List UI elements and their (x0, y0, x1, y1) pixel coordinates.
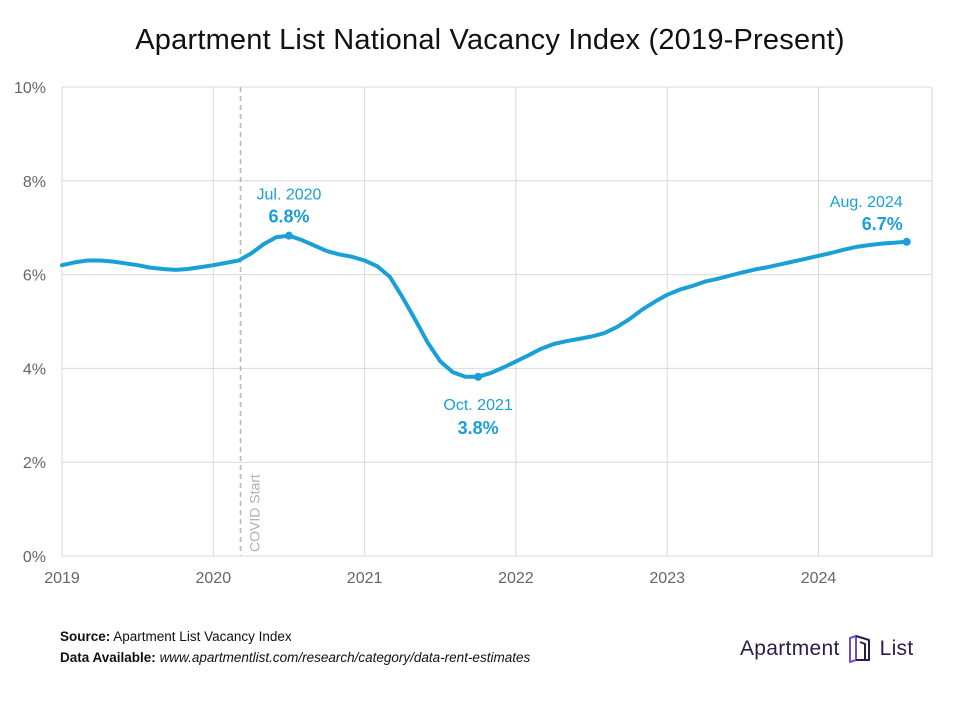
y-tick-label: 10% (14, 80, 46, 97)
x-tick-label: 2024 (801, 570, 837, 587)
y-tick-label: 6% (23, 268, 46, 285)
brand-word-list: List (879, 637, 914, 660)
annotation-label: Aug. 2024 (830, 194, 903, 211)
axes: 0% 2% 4% 6% 8% 10% 2019 2020 2021 2022 2023 2024 (14, 80, 836, 587)
annotation-point (284, 231, 293, 240)
covid-reference: COVID Start (239, 87, 263, 556)
annotation-value: 6.8% (268, 207, 309, 227)
annotation-point (474, 372, 483, 381)
grid-lines (61, 86, 933, 557)
source-line: Source: Apartment List Vacancy Index (60, 626, 530, 647)
data-label: Data Available: (60, 650, 156, 665)
series (60, 233, 909, 379)
annotation-value: 3.8% (458, 418, 499, 438)
apartment-list-logo: Apartment List (740, 634, 913, 664)
x-tick-label: 2022 (498, 570, 534, 587)
annotation-label: Jul. 2020 (256, 187, 321, 204)
y-tick-label: 4% (23, 361, 46, 378)
data-url[interactable]: www.apartmentlist.com/research/category/… (159, 650, 531, 665)
annotation-label: Oct. 2021 (443, 397, 512, 414)
chart-title: Apartment List National Vacancy Index (2… (135, 24, 845, 56)
annotation-value: 6.7% (862, 214, 903, 234)
annotations: Jul. 2020 6.8% Oct. 2021 3.8% Aug. 2024 6.7% (256, 187, 911, 438)
x-tick-label: 2019 (44, 570, 80, 587)
x-tick-label: 2020 (196, 570, 232, 587)
data-line: Data Available: www.apartmentlist.com/re… (60, 647, 530, 668)
brand-word-apartment: Apartment (740, 637, 840, 660)
annotation-point (902, 237, 911, 246)
y-tick-label: 8% (23, 174, 46, 191)
chart-footer: Source: Apartment List Vacancy Index Dat… (60, 626, 530, 668)
covid-start-label: COVID Start (247, 474, 263, 552)
y-tick-label: 2% (23, 455, 46, 472)
x-tick-label: 2021 (347, 570, 383, 587)
x-tick-label: 2023 (649, 570, 685, 587)
y-tick-label: 0% (23, 549, 46, 566)
source-label: Source: (60, 629, 111, 644)
vacancy-series-line (60, 233, 909, 379)
apartment-list-mark-icon (848, 635, 870, 663)
source-text: Apartment List Vacancy Index (113, 629, 292, 644)
